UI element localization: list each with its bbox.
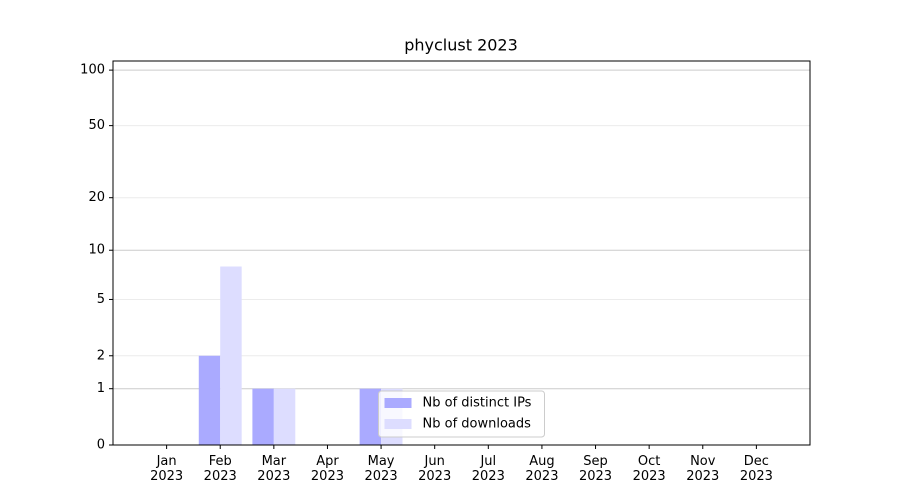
x-tick-label: Jun 2023 [418,454,452,484]
x-tick-label: May 2023 [364,454,398,484]
plot-frame [112,60,811,446]
bar [198,355,221,445]
x-tick-label: Sep 2023 [578,454,613,484]
legend-box [378,390,545,438]
bar [220,266,242,445]
x-tick-label: Jul 2023 [471,454,505,484]
legend-label: Nb of distinct IPs [423,396,532,411]
x-tick-label: Apr 2023 [310,454,344,484]
y-tick-label: 100 [80,63,105,78]
y-tick-label: 5 [97,292,105,307]
y-tick-label: 1 [97,381,105,396]
x-tick-label: Jan 2023 [150,454,184,484]
x-tick-label: Mar 2023 [257,454,291,484]
bar [359,388,382,445]
y-tick-label: 2 [97,348,105,363]
bar [252,388,274,445]
legend-label: Nb of downloads [423,417,532,432]
y-tick-label: 0 [97,438,105,453]
y-tick-label: 10 [88,243,105,258]
legend-swatch [384,398,412,408]
bar [273,388,296,445]
y-tick-label: 20 [88,190,105,205]
x-tick-label: Dec 2023 [739,454,773,484]
legend-swatch [384,419,412,429]
x-tick-label: Nov 2023 [686,454,720,484]
x-tick-label: Aug 2023 [525,454,559,484]
x-tick-label: Feb 2023 [203,454,237,484]
x-tick-label: Oct 2023 [632,454,666,484]
y-tick-label: 50 [88,118,105,133]
chart-title: phyclust 2023 [404,36,518,55]
